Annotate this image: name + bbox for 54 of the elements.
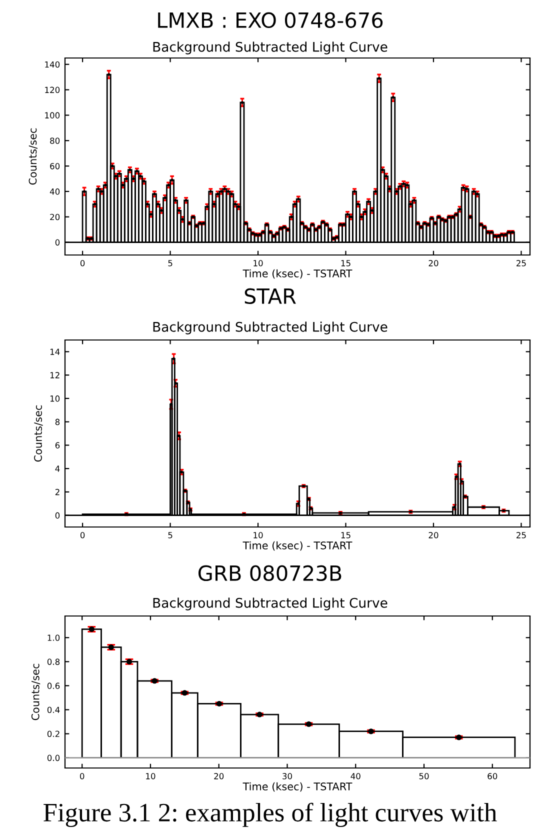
y-tick-label: 60	[50, 163, 60, 170]
x-tick-label: 20	[428, 532, 438, 538]
x-tick-label: 50	[419, 773, 429, 780]
y-tick-label: 120	[45, 86, 60, 94]
y-tick-label: 0.0	[47, 754, 60, 762]
y-tick-label: 6	[55, 442, 60, 448]
x-tick-label: 0	[80, 773, 84, 780]
y-tick-label: 40	[50, 188, 60, 195]
y-tick-label: 14	[50, 348, 60, 355]
y-tick-label: 1.0	[48, 634, 60, 641]
x-tick-label: 40	[350, 773, 360, 780]
x-tick-label: 25	[516, 532, 526, 538]
y-tick-label: 0.8	[47, 658, 60, 665]
x-tick-label: 25	[516, 260, 526, 266]
x-tick-label: 20	[428, 260, 438, 266]
y-axis-title: Counts/sec	[31, 664, 40, 720]
y-axis-title: Counts/sec	[34, 405, 43, 462]
y-tick-label: 8	[55, 418, 60, 426]
x-tick-label: 15	[341, 532, 350, 538]
y-tick-label: 2	[55, 488, 60, 496]
y-tick-label: 140	[45, 61, 60, 68]
chart-title: LMXB : EXO 0748-676	[158, 12, 383, 28]
x-tick-label: 15	[341, 260, 350, 266]
y-tick-label: 0	[55, 512, 60, 519]
y-tick-label: 0.6	[47, 682, 60, 689]
y-tick-label: 80	[50, 138, 60, 144]
x-axis-title: Time (ksec) - TSTART	[242, 541, 352, 551]
x-tick-label: 10	[254, 260, 263, 266]
y-tick-label: 0	[55, 239, 60, 246]
chart-subtitle: Background Subtracted Light Curve	[153, 322, 388, 334]
y-axis-title: Counts/sec	[28, 128, 38, 185]
x-tick-label: 60	[488, 773, 498, 780]
x-tick-label: 10	[146, 773, 156, 780]
x-tick-label: 5	[168, 532, 172, 538]
caption: Figure 3.1 2: examples of light curves with	[44, 802, 497, 827]
x-tick-label: 0	[80, 532, 85, 538]
chart-subtitle: Background Subtracted Light Curve	[153, 42, 388, 54]
x-tick-label: 5	[168, 260, 172, 266]
x-tick-label: 20	[214, 773, 224, 780]
x-axis-title: Time (ksec) - TSTART	[242, 269, 352, 279]
x-tick-label: 10	[254, 532, 263, 538]
y-tick-label: 100	[45, 112, 60, 118]
x-axis-title: Time (ksec) - TSTART	[242, 782, 352, 792]
chart-title: STAR	[244, 288, 296, 304]
y-tick-label: 0.2	[47, 730, 60, 738]
x-tick-label: 30	[282, 773, 292, 780]
chart-subtitle: Background Subtracted Light Curve	[153, 598, 388, 610]
x-tick-label: 0	[80, 260, 85, 266]
y-tick-label: 12	[50, 372, 60, 378]
y-tick-label: 0.4	[47, 706, 60, 714]
y-tick-label: 4	[55, 466, 60, 472]
chart-title: GRB 080723B	[198, 565, 342, 582]
y-tick-label: 20	[50, 214, 60, 220]
y-tick-label: 10	[50, 395, 60, 402]
